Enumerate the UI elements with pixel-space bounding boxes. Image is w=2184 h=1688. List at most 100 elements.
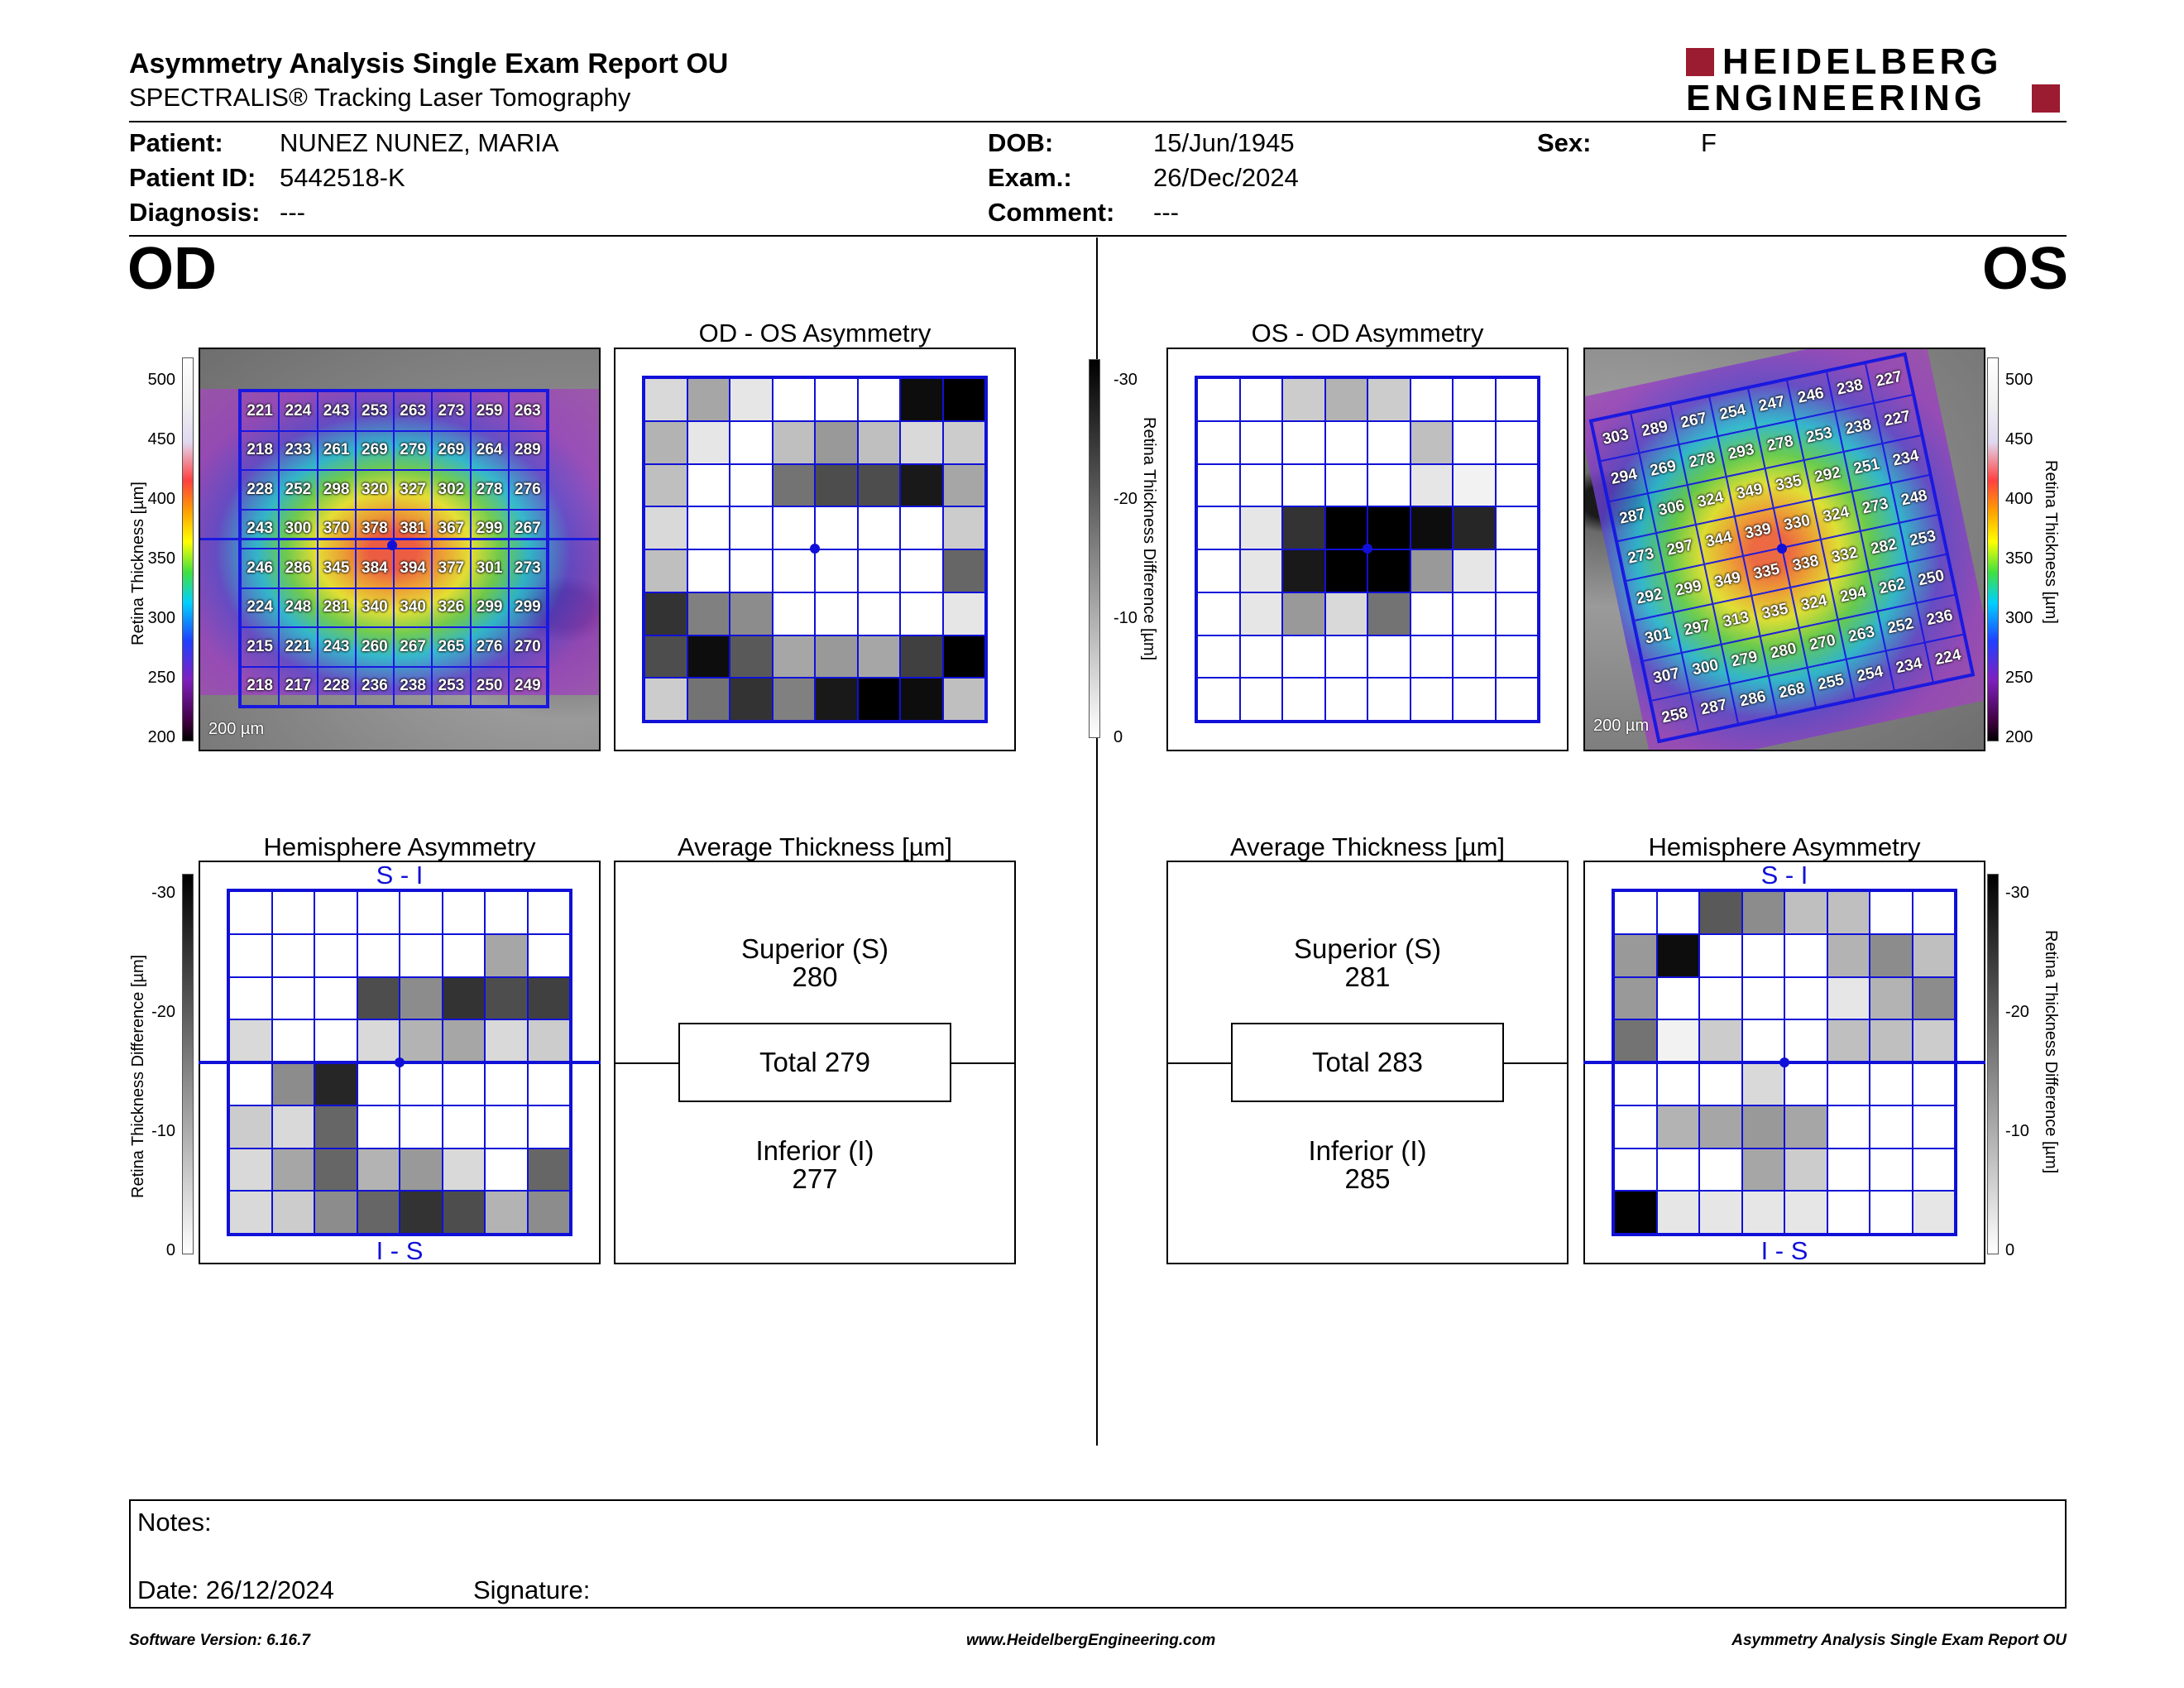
os-hemisphere-cell [1912,1062,1955,1105]
od-asymmetry-cell [942,678,985,721]
od-asymmetry-cell [644,635,687,679]
scale-tick-label: 350 [147,549,175,568]
os-hemisphere-cell [1699,976,1742,1020]
od-difference-scale [182,874,194,1254]
patient-label: Patient: [129,128,223,157]
od-thickness-value: 377 [432,549,471,588]
os-hemisphere-cell [1870,891,1913,934]
os-hemisphere-cell [1614,976,1657,1020]
od-hemisphere-cell [527,933,570,977]
notes-label: Notes: [137,1508,212,1537]
os-average-title: Average Thickness [µm] [1229,832,1506,861]
logo-square-top [1686,48,1714,76]
os-hemisphere-cell [1614,1148,1657,1192]
heidelberg-logo: HEIDELBERG ENGINEERING [1686,41,2067,118]
os-hemisphere-cell [1656,1191,1699,1234]
od-thickness-value: 267 [508,509,547,549]
od-hemisphere-cell [357,1062,400,1105]
od-hemisphere-cell [271,933,314,977]
notes-box[interactable]: Notes: Date: 26/12/2024 Signature: [129,1499,2067,1609]
os-asymmetry-cell [1197,378,1240,421]
od-thickness-value: 263 [394,391,433,431]
os-asymmetry-cell [1282,378,1325,421]
od-thickness-value: 394 [394,549,433,588]
od-hemisphere-cell [271,1148,314,1192]
os-hemisphere-cell [1912,1019,1955,1062]
od-thickness-value: 370 [317,509,356,549]
od-asymmetry-title: OD - OS Asymmetry [698,319,932,348]
os-hemisphere-cell [1784,1019,1827,1062]
od-average-panel: Superior (S) 280 Total 279 Inferior (I) … [614,861,1016,1264]
os-asymmetry-cell [1495,378,1538,421]
od-hemisphere-cell [229,976,272,1020]
os-asymmetry-cell [1282,635,1325,679]
scale-tick-label: -10 [1114,609,1138,627]
od-hemisphere-cell [442,1062,485,1105]
website-link[interactable]: www.HeidelbergEngineering.com [966,1632,1216,1649]
od-hemisphere-cell [271,891,314,934]
od-hemisphere-cell [485,1148,528,1192]
os-hemisphere-cell [1827,891,1870,934]
od-asymmetry-cell [857,635,900,679]
os-asymmetry-cell [1197,592,1240,635]
od-thickness-value: 246 [241,549,280,588]
comment-value: --- [1153,198,1179,227]
os-hemisphere-cell [1699,1148,1742,1192]
od-asymmetry-cell [644,463,687,507]
os-asymmetry-cell [1197,635,1240,679]
os-hemisphere-cell [1741,933,1784,977]
od-asymmetry-cell [730,420,773,464]
od-asymmetry-cell [815,592,858,635]
od-thickness-value: 299 [508,587,547,627]
od-superior-value: 280 [792,961,838,992]
od-hemisphere-cell [527,1019,570,1062]
od-hemisphere-cell [400,1191,443,1234]
od-hemisphere-cell [314,976,357,1020]
os-asymmetry-cell [1367,378,1410,421]
os-asymmetry-cell [1453,506,1496,549]
od-asymmetry-cell [644,592,687,635]
od-hemisphere-cell [527,976,570,1020]
os-asymmetry-cell [1495,549,1538,592]
od-hemisphere-cell [357,1019,400,1062]
os-asymmetry-cell [1367,635,1410,679]
od-asymmetry-cell [644,506,687,549]
os-hemisphere-cell [1784,1105,1827,1149]
os-asymmetry-cell [1282,678,1325,721]
os-asymmetry-cell [1410,678,1453,721]
scale-tick-label: -30 [2005,884,2029,902]
od-hemisphere-cell [271,1019,314,1062]
od-thickness-value: 281 [317,587,356,627]
os-thickness-scale-label: Retina Thickness [µm] [2042,460,2060,624]
os-hemisphere-title: Hemisphere Asymmetry [1648,832,1921,861]
os-asymmetry-cell [1367,592,1410,635]
os-fovea-marker [1777,544,1787,554]
os-asymmetry-cell [1324,506,1367,549]
od-hemisphere-cell [442,1191,485,1234]
od-thickness-value: 273 [432,391,471,431]
os-asymmetry-cell [1410,592,1453,635]
od-hemisphere-cell [314,933,357,977]
od-thickness-value: 326 [432,587,471,627]
scale-tick-label: 250 [147,669,175,687]
od-hemisphere-cell [357,1148,400,1192]
report-title: Asymmetry Analysis Single Exam Report OU [129,48,729,79]
od-thickness-grid: 221 224 243 253 263 273 259 263 218 233 261 269 279 2… [238,389,549,708]
os-asymmetry-cell [1324,378,1367,421]
os-asymmetry-cell [1239,463,1282,507]
os-asymmetry-cell [1410,420,1453,464]
os-asymmetry-cell [1324,420,1367,464]
software-version: Software Version: 6.16.7 [129,1632,310,1649]
od-asymmetry-cell [815,463,858,507]
os-hemisphere-cell [1912,976,1955,1020]
os-hemisphere-cell [1699,1062,1742,1105]
od-hemisphere-cell [485,976,528,1020]
os-hemisphere-cell [1656,933,1699,977]
od-asymmetry-cell [730,678,773,721]
os-hemisphere-cell [1741,1062,1784,1105]
od-thickness-value: 228 [317,666,356,706]
scale-tick-label: 200 [147,728,175,746]
od-thickness-value: 278 [470,470,509,510]
od-fundus-image: 200 µm [199,348,601,751]
od-superior-label: Superior (S) [741,933,888,964]
